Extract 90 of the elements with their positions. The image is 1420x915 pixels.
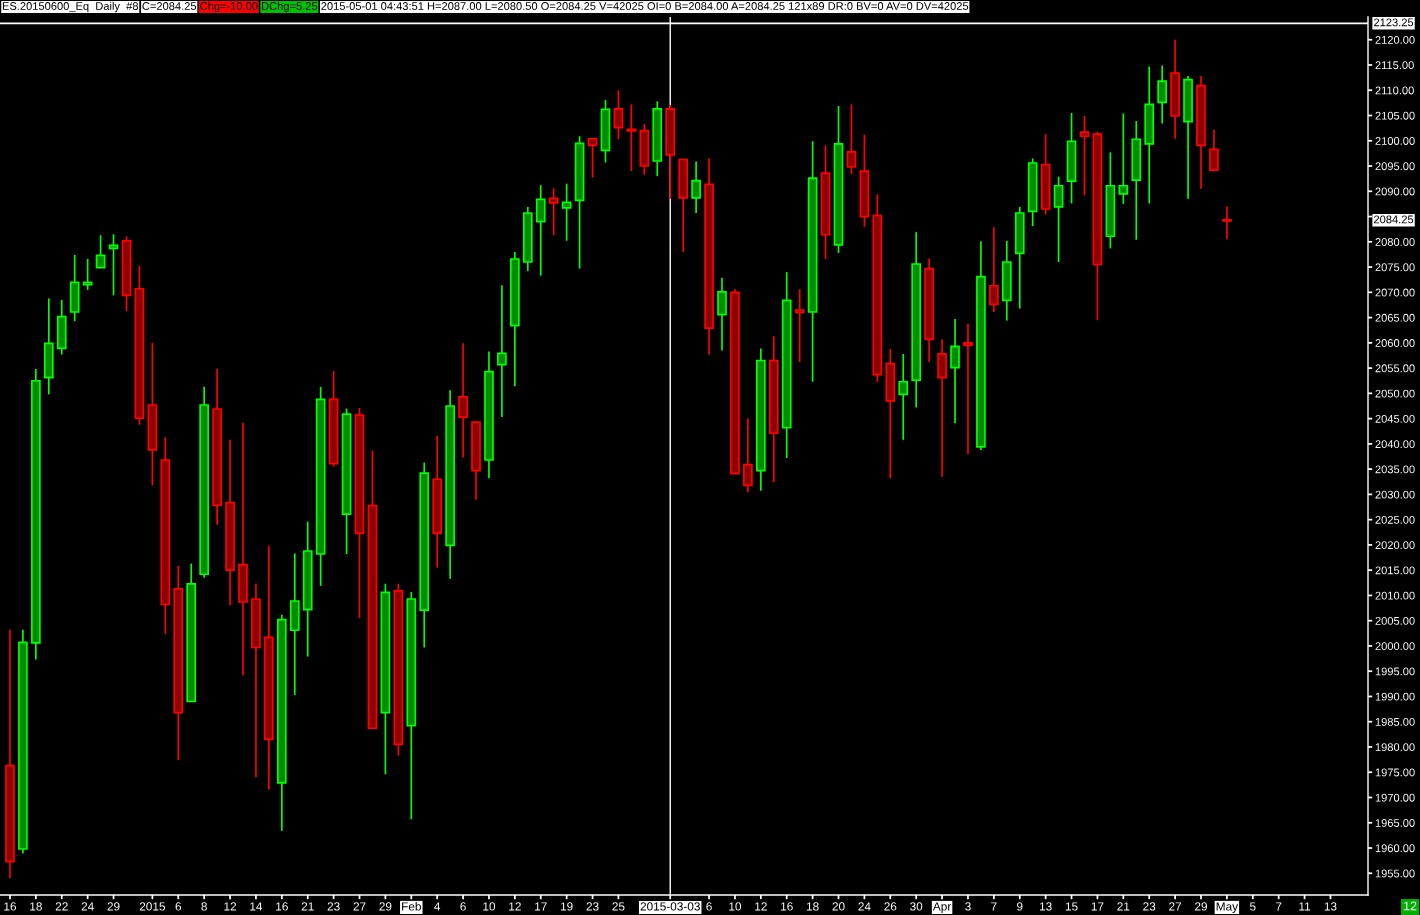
text: 2015-05-01 04:43:51 H=2087.00 L=2080.50 O=2084.25 V=42025 OI=0 B=2084.00 A=2084.25 121x89 DR:0 BV=0 AV=0 DV=42025	[321, 2, 969, 10]
x-tick-label: 15	[1065, 902, 1078, 911]
x-tick-label: 3	[965, 902, 971, 911]
x-tick-label: 7	[1276, 902, 1282, 911]
x-tick-label: 12	[755, 902, 767, 911]
y-tick-label: 2065.00	[1375, 313, 1415, 322]
y-tick-label: 1990.00	[1375, 692, 1415, 701]
x-tick-label: 19	[560, 902, 573, 911]
y-tick-label: 2045.00	[1375, 414, 1415, 423]
x-tick-label: 16	[781, 902, 793, 911]
y-tick-label: 2100.00	[1375, 137, 1415, 145]
x-tick-label: 24	[858, 902, 871, 911]
y-tick-label: 1955.00	[1375, 869, 1415, 878]
chart-title: ES.20150600_Eq Daily #8	[2, 1, 139, 13]
x-tick-label: May	[1216, 902, 1239, 913]
y-tick-label: 2090.00	[1375, 187, 1415, 196]
y-tick-label: 2000.00	[1375, 642, 1415, 651]
x-tick-label: 26	[884, 902, 897, 911]
x-tick-label: 30	[910, 902, 923, 911]
x-tick-label: 12	[509, 902, 521, 911]
y-tick-label: 1960.00	[1375, 844, 1415, 853]
x-tick-label: 27	[1169, 902, 1182, 911]
x-tick-label: 14	[250, 902, 263, 911]
y-tick-label: 2040.00	[1375, 440, 1415, 449]
y-tick-label: 2105.00	[1375, 111, 1415, 120]
x-tick-label: 29	[107, 902, 120, 911]
x-tick-label: 23	[1143, 902, 1156, 911]
x-tick-label: Apr	[932, 902, 952, 913]
text: 2084.25	[1374, 215, 1414, 224]
x-tick-label: 22	[55, 902, 68, 911]
x-tick-label: 12	[224, 902, 237, 911]
y-tick-label: 2050.00	[1375, 389, 1415, 398]
x-tick-label: 11	[1299, 902, 1311, 911]
x-tick-label: 7	[991, 902, 997, 911]
x-tick-label: 4	[434, 902, 441, 911]
y-tick-label: 2025.00	[1375, 515, 1415, 524]
x-tick-label: 17	[1091, 902, 1104, 911]
text: DChg=5.25	[262, 1, 318, 13]
y-tick-label: 2095.00	[1375, 162, 1415, 171]
x-tick-label: 16	[4, 902, 17, 911]
y-tick-label: 2055.00	[1375, 364, 1415, 373]
y-tick-label: 1980.00	[1375, 743, 1415, 752]
x-tick-label: 10	[483, 902, 496, 911]
x-tick-label: 5	[1249, 902, 1256, 911]
y-tick-label: 1975.00	[1375, 768, 1415, 777]
x-tick-label: 2015	[139, 902, 166, 911]
x-tick-label: 10	[729, 902, 742, 911]
y-tick-label: 2020.00	[1375, 541, 1415, 550]
x-tick-label: 2015-03-03	[640, 902, 700, 911]
text: C=2084.25	[142, 2, 197, 10]
y-tick-label: 2015.00	[1375, 566, 1415, 575]
x-tick-label: 24	[81, 902, 94, 911]
x-tick-label: 18	[806, 902, 819, 911]
x-tick-label: 27	[353, 902, 366, 911]
ref-line-label: 2123.25	[1374, 18, 1414, 27]
x-tick-label: Feb	[402, 901, 421, 911]
x-tick-label: 23	[586, 902, 599, 911]
y-tick-label: 1970.00	[1375, 793, 1415, 802]
y-tick-label: 2115.00	[1375, 61, 1414, 70]
y-tick-label: 1995.00	[1375, 667, 1415, 676]
y-tick-label: 2110.00	[1375, 86, 1414, 95]
x-tick-label: 20	[832, 902, 845, 911]
y-tick-label: 2080.00	[1375, 238, 1415, 246]
y-tick-label: 2010.00	[1375, 591, 1415, 600]
x-tick-label: 13	[1039, 902, 1052, 911]
y-tick-label: 2120.00	[1375, 36, 1415, 44]
y-tick-label: 2035.00	[1375, 465, 1415, 474]
y-tick-label: 2075.00	[1375, 263, 1415, 272]
x-tick-label: 6	[175, 902, 182, 911]
y-tick-label: 2005.00	[1375, 616, 1415, 625]
y-tick-label: 2060.00	[1375, 339, 1415, 347]
x-tick-label: 29	[1195, 902, 1207, 911]
x-tick-label: 13	[1324, 902, 1337, 911]
x-tick-label: 6	[706, 902, 712, 911]
x-tick-label: 16	[276, 902, 288, 911]
x-tick-label: 29	[379, 902, 392, 911]
x-tick-label: 9	[1017, 902, 1023, 911]
x-tick-label: 6	[460, 902, 466, 911]
text: Chg=-10.00	[200, 1, 258, 13]
x-tick-label: 17	[535, 902, 547, 911]
y-tick-label: 2030.00	[1375, 490, 1415, 499]
y-tick-label: 2070.00	[1375, 288, 1415, 297]
x-tick-label: 21	[301, 902, 314, 911]
x-tick-label: 18	[30, 902, 42, 911]
x-tick-label: 23	[327, 902, 340, 911]
x-tick-label: 25	[612, 902, 625, 911]
y-tick-label: 1985.00	[1375, 717, 1415, 726]
x-tick-label: 21	[1117, 902, 1130, 911]
x-tick-label: 8	[201, 902, 207, 911]
y-tick-label: 1965.00	[1375, 819, 1415, 827]
